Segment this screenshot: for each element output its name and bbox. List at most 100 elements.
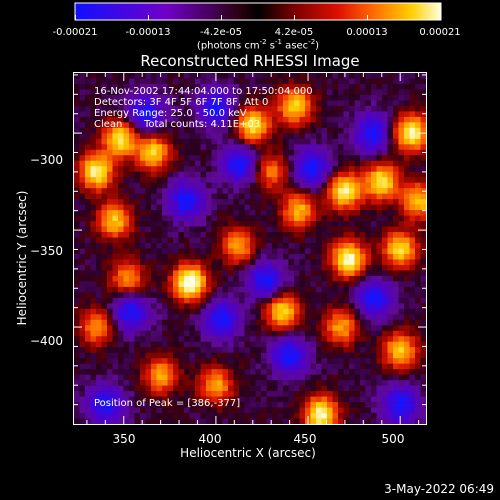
- heatmap-cell: [321, 391, 328, 397]
- heatmap-cell: [129, 111, 135, 118]
- heatmap-cell: [277, 78, 284, 85]
- heatmap-cell: [134, 226, 141, 233]
- heatmap-cell: [107, 308, 113, 315]
- heatmap-cell: [305, 275, 311, 282]
- heatmap-cell: [156, 210, 163, 216]
- heatmap-cell: [200, 166, 207, 173]
- heatmap-cell: [200, 73, 207, 79]
- heatmap-cell: [266, 83, 273, 90]
- heatmap-cell: [107, 259, 113, 266]
- heatmap-cell: [178, 215, 185, 222]
- heatmap-cell: [85, 177, 91, 183]
- heatmap-cell: [288, 160, 295, 167]
- heatmap-cell: [283, 122, 289, 129]
- heatmap-cell: [74, 78, 80, 85]
- heatmap-cell: [288, 352, 295, 359]
- heatmap-cell: [173, 122, 179, 129]
- heatmap-cell: [288, 358, 295, 364]
- heatmap-cell: [360, 199, 366, 205]
- heatmap-cell: [360, 111, 366, 118]
- heatmap-cell: [376, 138, 383, 145]
- heatmap-cell: [129, 292, 135, 299]
- heatmap-cell: [349, 248, 355, 255]
- heatmap-cell: [233, 369, 240, 375]
- heatmap-cell: [211, 138, 218, 145]
- heatmap-cell: [200, 363, 207, 370]
- heatmap-cell: [244, 155, 251, 162]
- heatmap-cell: [354, 243, 361, 249]
- heatmap-cell: [261, 215, 267, 222]
- heatmap-cell: [145, 281, 152, 288]
- heatmap-cell: [266, 396, 273, 403]
- heatmap-cell: [90, 270, 97, 277]
- heatmap-cell: [283, 94, 289, 101]
- heatmap-cell: [283, 138, 289, 145]
- heatmap-cell: [272, 237, 278, 244]
- heatmap-cell: [123, 391, 130, 397]
- heatmap-cell: [398, 352, 405, 359]
- heatmap-cell: [354, 286, 361, 293]
- heatmap-cell: [415, 160, 421, 167]
- heatmap-cell: [123, 232, 130, 238]
- heatmap-cell: [162, 204, 168, 211]
- heatmap-cell: [101, 281, 108, 288]
- heatmap-cell: [415, 73, 421, 79]
- heatmap-cell: [343, 226, 350, 233]
- heatmap-cell: [151, 292, 157, 299]
- heatmap-cell: [360, 270, 366, 277]
- heatmap-cell: [365, 418, 372, 425]
- heatmap-cell: [178, 253, 185, 260]
- heatmap-cell: [79, 248, 86, 255]
- heatmap-cell: [140, 286, 146, 293]
- heatmap-cell: [360, 210, 366, 216]
- heatmap-cell: [173, 253, 179, 260]
- heatmap-cell: [299, 133, 306, 140]
- heatmap-cell: [343, 193, 350, 200]
- heatmap-cell: [360, 94, 366, 101]
- heatmap-cell: [211, 303, 218, 310]
- heatmap-cell: [305, 341, 311, 348]
- heatmap-cell: [354, 418, 361, 425]
- heatmap-cell: [228, 275, 234, 282]
- heatmap-cell: [343, 204, 350, 211]
- heatmap-cell: [354, 396, 361, 403]
- heatmap-cell: [321, 155, 328, 162]
- heatmap-cell: [327, 226, 333, 233]
- heatmap-cell: [217, 413, 223, 419]
- heatmap-cell: [382, 259, 388, 266]
- heatmap-cell: [277, 215, 284, 222]
- heatmap-cell: [118, 177, 124, 183]
- heatmap-cell: [217, 182, 223, 189]
- heatmap-cell: [118, 237, 124, 244]
- heatmap-cell: [398, 292, 405, 299]
- heatmap-cell: [85, 89, 91, 96]
- heatmap-cell: [217, 336, 223, 343]
- heatmap-cell: [233, 402, 240, 408]
- heatmap-cell: [250, 210, 256, 216]
- heatmap-cell: [233, 391, 240, 397]
- heatmap-cell: [261, 281, 267, 288]
- heatmap-cell: [112, 363, 119, 370]
- heatmap-cell: [409, 297, 416, 304]
- heatmap-cell: [239, 100, 245, 107]
- heatmap-cell: [409, 292, 416, 299]
- heatmap-cell: [217, 402, 223, 408]
- heatmap-cell: [415, 281, 421, 288]
- heatmap-cell: [101, 325, 108, 332]
- heatmap-cell: [294, 374, 300, 381]
- heatmap-cell: [184, 303, 190, 310]
- heatmap-cell: [261, 270, 267, 277]
- heatmap-cell: [167, 105, 174, 112]
- heatmap-cell: [189, 297, 196, 304]
- heatmap-cell: [101, 319, 108, 326]
- heatmap-cell: [107, 105, 113, 112]
- heatmap-cell: [156, 396, 163, 403]
- heatmap-cell: [206, 188, 212, 194]
- heatmap-cell: [404, 144, 410, 151]
- heatmap-cell: [321, 237, 328, 244]
- heatmap-cell: [173, 144, 179, 151]
- heatmap-cell: [261, 292, 267, 299]
- heatmap-cell: [321, 374, 328, 381]
- heatmap-cell: [173, 160, 179, 167]
- heatmap-cell: [382, 374, 388, 381]
